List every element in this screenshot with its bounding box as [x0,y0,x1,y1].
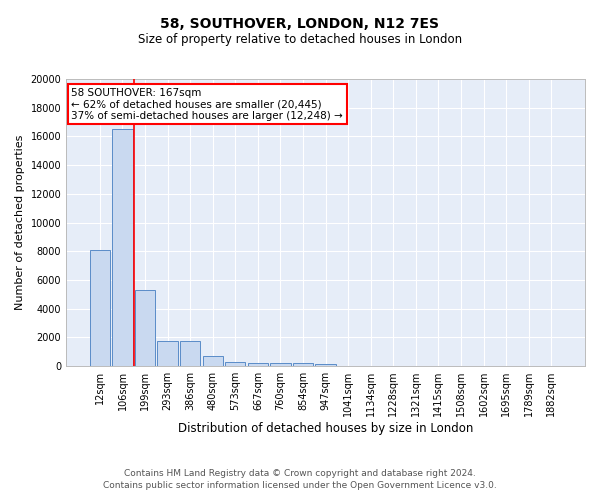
Bar [248,363,268,366]
Bar [225,362,245,366]
Bar [203,356,223,366]
Text: 58 SOUTHOVER: 167sqm
← 62% of detached houses are smaller (20,445)
37% of semi-d: 58 SOUTHOVER: 167sqm ← 62% of detached h… [71,88,343,121]
Text: Size of property relative to detached houses in London: Size of property relative to detached ho… [138,32,462,46]
Bar [157,341,178,366]
Bar [293,364,313,366]
Bar [90,250,110,366]
Text: Contains HM Land Registry data © Crown copyright and database right 2024.
Contai: Contains HM Land Registry data © Crown c… [103,469,497,490]
Bar [112,129,133,366]
X-axis label: Distribution of detached houses by size in London: Distribution of detached houses by size … [178,422,473,435]
Bar [135,290,155,366]
Bar [270,363,290,366]
Y-axis label: Number of detached properties: Number of detached properties [15,135,25,310]
Text: 58, SOUTHOVER, LONDON, N12 7ES: 58, SOUTHOVER, LONDON, N12 7ES [161,18,439,32]
Bar [316,364,336,366]
Bar [180,340,200,366]
